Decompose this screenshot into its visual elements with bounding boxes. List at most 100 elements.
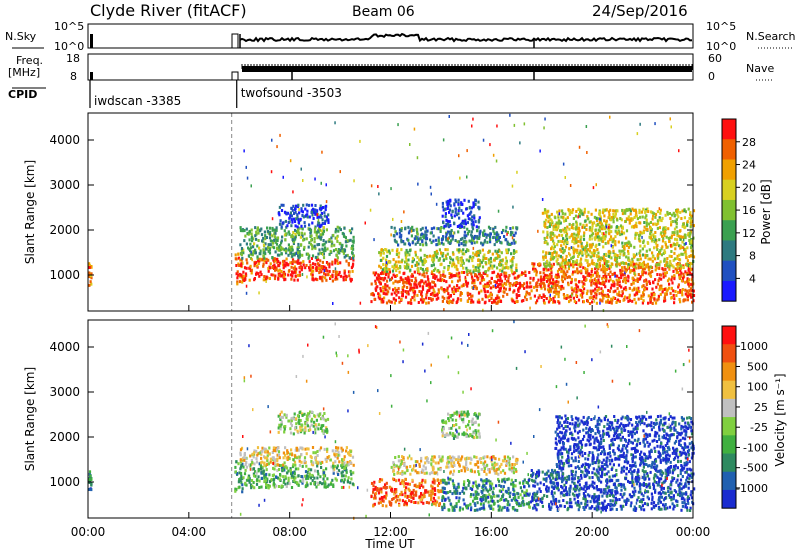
heat-cell <box>291 453 293 456</box>
heat-cell <box>447 202 449 205</box>
heat-cell <box>589 221 591 224</box>
heat-cell <box>444 208 446 211</box>
heat-cell <box>273 449 275 452</box>
heat-cell <box>678 276 680 279</box>
heat-cell <box>452 235 454 238</box>
heat-cell <box>270 458 272 461</box>
heat-cell <box>453 232 455 235</box>
heat-cell <box>344 249 346 252</box>
heat-cell <box>552 257 554 260</box>
heat-cell <box>391 249 393 252</box>
heat-cell <box>413 283 415 286</box>
heat-cell <box>351 251 353 254</box>
heat-cell <box>295 417 297 420</box>
heat-cell <box>445 219 447 222</box>
heat-cell <box>386 261 388 264</box>
heat-cell <box>426 230 428 233</box>
heat-cell <box>425 241 427 244</box>
heat-cell <box>242 271 244 274</box>
heat-cell <box>463 243 465 246</box>
heat-cell <box>633 246 635 249</box>
heat-cell <box>319 225 321 228</box>
heat-cell <box>619 263 621 266</box>
heat-cell <box>580 241 582 244</box>
heat-cell <box>665 243 667 246</box>
heat-cell <box>417 241 419 244</box>
heat-cell <box>638 273 640 276</box>
heat-cell <box>594 292 596 295</box>
heat-cell <box>517 275 519 278</box>
heat-cell <box>459 279 461 282</box>
heat-cell <box>555 255 557 258</box>
heat-cell <box>251 232 253 235</box>
heat-cell <box>594 236 596 239</box>
colorbar-swatch <box>722 220 736 241</box>
heat-cell <box>381 478 383 481</box>
heat-cell <box>325 467 327 470</box>
heat-cell <box>571 287 573 290</box>
heat-cell <box>617 287 619 290</box>
heat-cell <box>658 279 660 282</box>
heat-cell <box>389 503 391 506</box>
heat-cell <box>467 214 469 217</box>
heat-cell <box>314 237 316 240</box>
heat-cell <box>257 226 259 229</box>
heat-cell <box>287 274 289 277</box>
heat-cell <box>319 475 321 478</box>
heat-cell <box>511 270 513 273</box>
heat-cell <box>461 237 463 240</box>
heat-cell <box>603 259 605 262</box>
heat-cell <box>428 289 430 292</box>
heat-cell <box>550 294 552 297</box>
heat-cell <box>590 276 592 279</box>
heat-cell <box>546 226 548 229</box>
heat-cell <box>256 472 258 475</box>
heat-cell <box>634 265 636 268</box>
heat-cell <box>263 259 265 262</box>
heat-cell <box>625 255 627 258</box>
heat-cell <box>631 300 633 303</box>
heat-cell <box>311 418 313 421</box>
heat-cell <box>505 230 507 233</box>
heat-cell <box>643 293 645 296</box>
heat-cell <box>284 461 286 464</box>
heat-cell <box>472 118 474 121</box>
heat-cell <box>624 278 626 281</box>
heat-cell <box>664 251 666 254</box>
heat-cell <box>397 280 399 283</box>
heat-cell <box>314 245 316 248</box>
heat-cell <box>414 298 416 301</box>
heat-cell <box>587 211 589 214</box>
heat-cell <box>433 227 435 230</box>
heat-cell <box>297 248 299 251</box>
heat-cell <box>621 266 623 269</box>
heat-cell <box>544 274 546 277</box>
heat-cell <box>551 252 553 255</box>
heat-cell <box>440 479 442 482</box>
heat-cell <box>332 302 334 305</box>
heat-cell <box>465 241 467 244</box>
heat-cell <box>278 415 280 418</box>
heat-cell <box>336 453 338 456</box>
heat-cell <box>437 478 439 481</box>
heat-cell <box>471 219 473 222</box>
heat-cell <box>499 269 501 272</box>
heat-cell <box>650 271 652 274</box>
heat-cell <box>324 246 326 249</box>
heat-cell <box>603 214 605 217</box>
heat-cell <box>671 282 673 285</box>
heat-cell <box>271 139 273 142</box>
heat-cell <box>388 273 390 276</box>
heat-cell <box>624 266 626 269</box>
heat-cell <box>438 503 440 506</box>
heat-cell <box>296 213 298 216</box>
heat-cell <box>507 267 509 270</box>
heat-cell <box>426 291 428 294</box>
heat-cell <box>392 478 394 481</box>
heat-cell <box>682 277 684 280</box>
heat-cell <box>399 499 401 502</box>
heat-cell <box>246 285 248 288</box>
heat-cell <box>660 274 662 277</box>
heat-cell <box>319 259 321 262</box>
heat-cell <box>270 243 272 246</box>
